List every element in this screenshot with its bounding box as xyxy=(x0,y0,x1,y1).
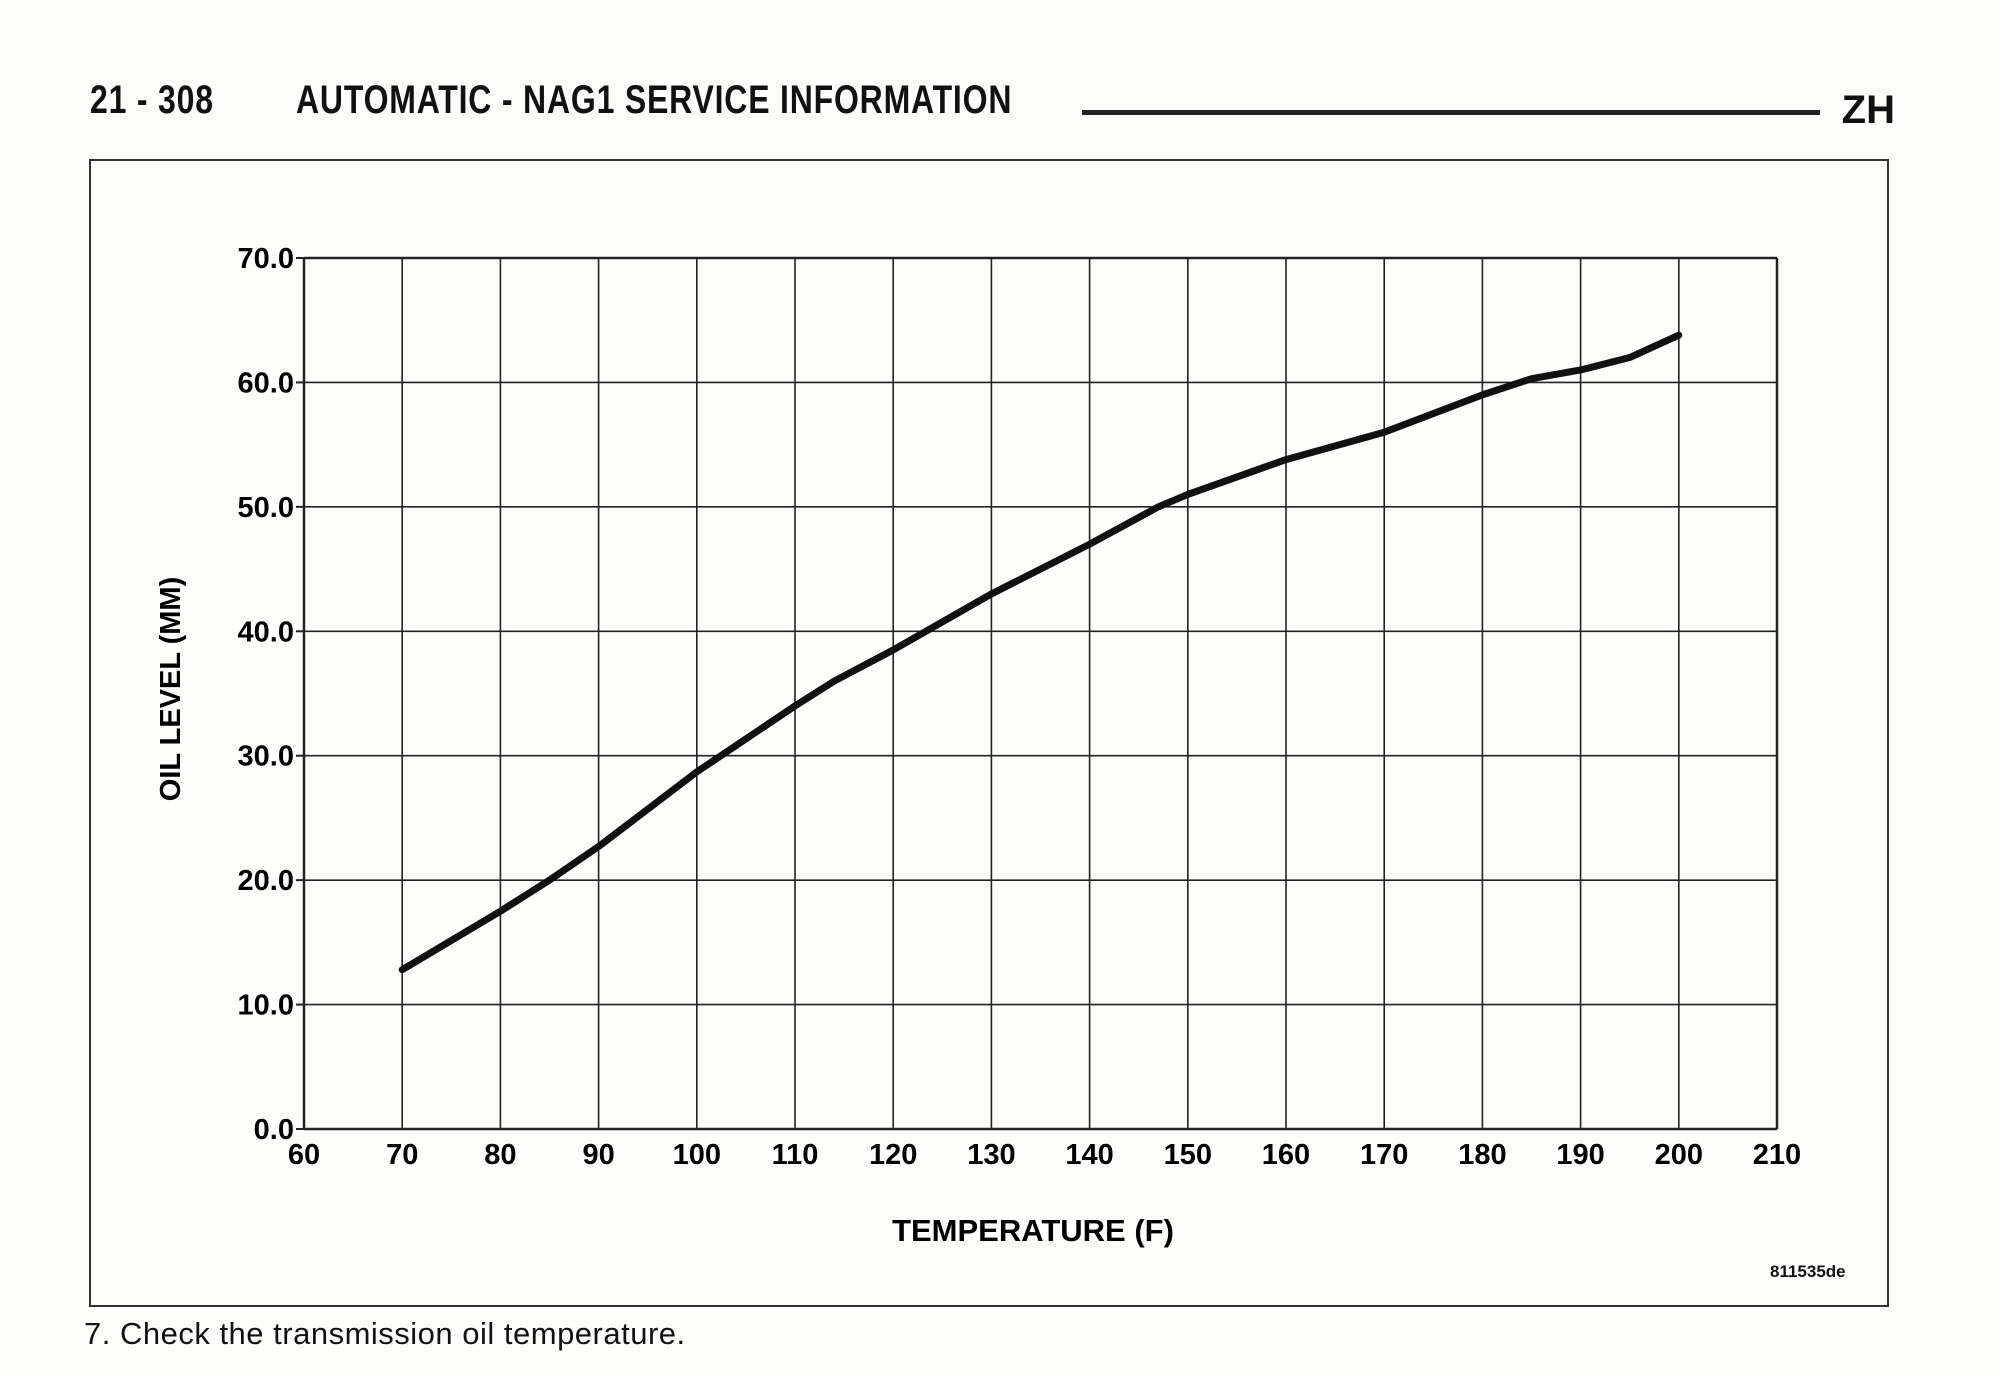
x-tick-label: 60 xyxy=(288,1139,320,1171)
y-tick-label: 50.0 xyxy=(238,492,294,524)
y-tick-label: 20.0 xyxy=(238,865,294,897)
x-tick-label: 120 xyxy=(869,1139,917,1171)
x-tick-label: 160 xyxy=(1262,1139,1310,1171)
y-tick-label: 0.0 xyxy=(254,1114,294,1146)
page-number: 21 - 308 xyxy=(90,78,214,122)
x-tick-label: 150 xyxy=(1164,1139,1212,1171)
x-tick-label: 130 xyxy=(967,1139,1015,1171)
x-tick-label: 80 xyxy=(484,1139,516,1171)
x-axis-label: TEMPERATURE (F) xyxy=(892,1213,1174,1248)
figure-frame xyxy=(89,159,1889,1307)
y-tick-label: 40.0 xyxy=(238,616,294,648)
x-tick-label: 110 xyxy=(772,1139,819,1171)
section-code: ZH xyxy=(1841,88,1895,132)
x-tick-label: 210 xyxy=(1753,1139,1801,1171)
y-tick-label: 10.0 xyxy=(238,990,294,1022)
oil-level-line xyxy=(398,331,1683,974)
x-tick-label: 180 xyxy=(1458,1139,1506,1171)
x-tick-label: 100 xyxy=(673,1139,721,1171)
y-tick-label: 70.0 xyxy=(238,243,294,275)
y-tick-label: 60.0 xyxy=(238,367,294,399)
x-tick-label: 170 xyxy=(1360,1139,1408,1171)
x-tick-label: 90 xyxy=(582,1139,614,1171)
x-tick-label: 190 xyxy=(1556,1139,1604,1171)
header-rule xyxy=(1082,110,1820,115)
y-axis-label: OIL LEVEL (MM) xyxy=(155,577,187,801)
section-title: AUTOMATIC - NAG1 SERVICE INFORMATION xyxy=(296,78,1013,122)
step-instruction: 7. Check the transmission oil temperatur… xyxy=(84,1316,686,1351)
x-tick-label: 140 xyxy=(1065,1139,1113,1171)
y-tick-label: 30.0 xyxy=(238,741,294,773)
figure-id: 811535de xyxy=(1770,1262,1846,1281)
x-tick-label: 70 xyxy=(386,1139,418,1171)
x-tick-label: 200 xyxy=(1655,1139,1703,1171)
